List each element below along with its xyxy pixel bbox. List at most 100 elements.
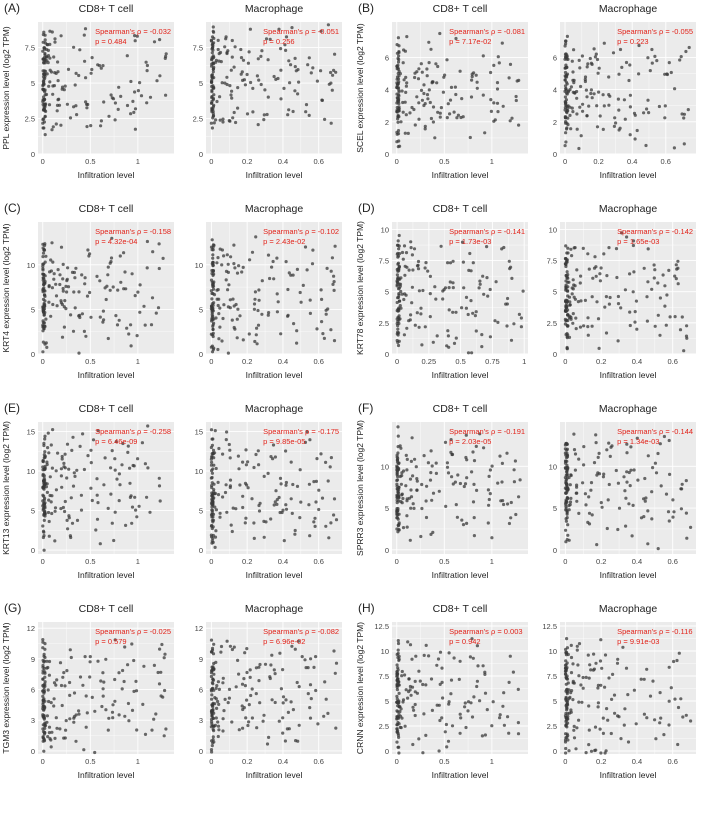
data-point — [145, 266, 149, 270]
data-point — [111, 716, 115, 720]
data-point — [108, 261, 112, 265]
data-point — [228, 84, 232, 88]
data-point — [119, 280, 123, 284]
data-point — [41, 465, 45, 469]
data-point — [244, 463, 248, 467]
data-point — [405, 514, 409, 518]
data-point — [566, 523, 570, 527]
data-point — [73, 83, 77, 87]
data-point — [311, 248, 315, 252]
data-point — [261, 719, 265, 723]
data-point — [135, 515, 139, 519]
data-point — [509, 500, 513, 505]
data-point — [451, 482, 455, 486]
scatter-points — [563, 231, 689, 353]
data-point — [599, 751, 603, 755]
data-point — [685, 536, 689, 540]
spearman-rho: Spearman's ρ = -0.144 — [617, 427, 693, 436]
data-point — [629, 445, 633, 449]
data-point — [564, 517, 568, 521]
data-point — [575, 648, 579, 652]
data-point — [596, 686, 600, 690]
data-point — [279, 47, 283, 51]
data-point — [429, 532, 433, 537]
data-point — [489, 98, 493, 102]
data-point — [512, 468, 516, 472]
p-value: p = 1.73e-03 — [449, 237, 491, 246]
data-point — [222, 254, 226, 258]
data-point — [397, 292, 401, 296]
data-point — [49, 701, 53, 705]
data-point — [42, 518, 46, 523]
data-point — [230, 38, 234, 43]
data-point — [243, 651, 247, 655]
data-point — [602, 472, 606, 476]
data-point — [43, 705, 47, 709]
data-point — [427, 61, 431, 65]
data-point — [296, 92, 300, 96]
data-point — [41, 40, 45, 44]
data-point — [243, 83, 247, 87]
data-point — [332, 288, 336, 292]
data-point — [160, 642, 164, 647]
data-point — [507, 259, 511, 263]
data-point — [675, 267, 679, 271]
data-point — [225, 253, 229, 257]
x-axis-label: Infiltration level — [600, 570, 657, 580]
data-point — [481, 274, 485, 278]
data-point — [163, 652, 167, 656]
data-point — [73, 276, 77, 280]
data-point — [427, 654, 431, 658]
data-point — [332, 280, 336, 284]
data-point — [209, 332, 213, 336]
data-point — [303, 440, 307, 444]
data-point — [43, 51, 47, 56]
data-point — [283, 739, 287, 743]
data-point — [438, 115, 442, 119]
data-point — [47, 725, 52, 729]
data-point — [309, 657, 313, 661]
data-point — [646, 454, 650, 458]
data-point — [314, 479, 318, 483]
data-point — [241, 78, 245, 82]
data-point — [290, 644, 294, 648]
data-point — [120, 463, 124, 467]
data-point — [47, 284, 51, 288]
data-point — [157, 484, 162, 488]
data-point — [42, 503, 46, 507]
data-point — [156, 670, 160, 675]
data-point — [492, 63, 496, 67]
data-point — [478, 279, 482, 283]
data-point — [566, 251, 570, 255]
panel-label: (G) — [4, 601, 21, 615]
x-tick-label: 1 — [490, 757, 494, 766]
data-point — [47, 673, 52, 677]
data-point — [607, 441, 611, 445]
data-point — [41, 702, 45, 706]
data-point — [434, 471, 438, 475]
data-point — [616, 527, 620, 532]
data-point — [257, 298, 261, 302]
y-tick-label: 5 — [553, 288, 557, 297]
data-point — [519, 325, 524, 329]
data-point — [230, 55, 234, 59]
subplot-title: Macrophage — [599, 603, 658, 615]
data-point — [145, 63, 149, 68]
data-point — [164, 93, 168, 97]
data-point — [396, 261, 400, 265]
data-point — [667, 61, 671, 65]
data-point — [470, 75, 474, 79]
scatter-points — [41, 424, 162, 552]
data-point — [211, 724, 215, 728]
data-point — [413, 679, 417, 684]
data-point — [96, 659, 100, 663]
data-point — [573, 297, 578, 301]
data-point — [577, 146, 581, 151]
data-point — [428, 292, 432, 296]
data-point — [419, 62, 423, 66]
data-point — [420, 482, 424, 487]
data-point — [457, 677, 461, 682]
data-point — [62, 736, 66, 740]
